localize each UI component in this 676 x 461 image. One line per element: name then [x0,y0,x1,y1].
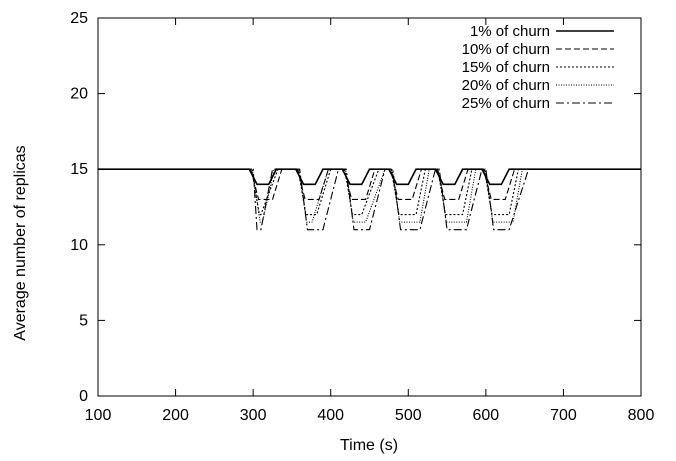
legend-label: 15% of churn [462,59,550,76]
x-tick-label: 500 [395,407,422,424]
legend-label: 10% of churn [462,41,550,58]
y-tick-label: 25 [70,10,88,27]
y-axis-title: Average number of replicas [12,145,29,340]
series-line-1 [98,168,641,186]
legend-label: 25% of churn [462,95,550,112]
series-line-3 [98,168,641,216]
legend-label: 20% of churn [462,77,550,94]
y-tick-label: 15 [70,161,88,178]
x-tick-label: 300 [240,407,267,424]
plot-frame [97,17,642,397]
x-tick-label: 800 [628,407,655,424]
x-tick-label: 700 [550,407,577,424]
y-tick-label: 20 [70,86,88,103]
y-tick-label: 0 [79,388,88,405]
x-tick-label: 400 [317,407,344,424]
legend-label: 1% of churn [470,23,550,40]
x-tick-label: 100 [85,407,112,424]
series-line-4 [98,168,641,223]
x-axis-title: Time (s) [340,437,398,454]
y-tick-label: 10 [70,237,88,254]
series-line-5 [98,168,641,231]
x-tick-label: 600 [473,407,500,424]
plot-area [98,168,641,231]
axes: 100 200 300 400 500 600 700 800 0 5 10 15 20 25 [70,10,654,424]
x-tick-label: 200 [162,407,189,424]
y-tick-label: 5 [79,312,88,329]
